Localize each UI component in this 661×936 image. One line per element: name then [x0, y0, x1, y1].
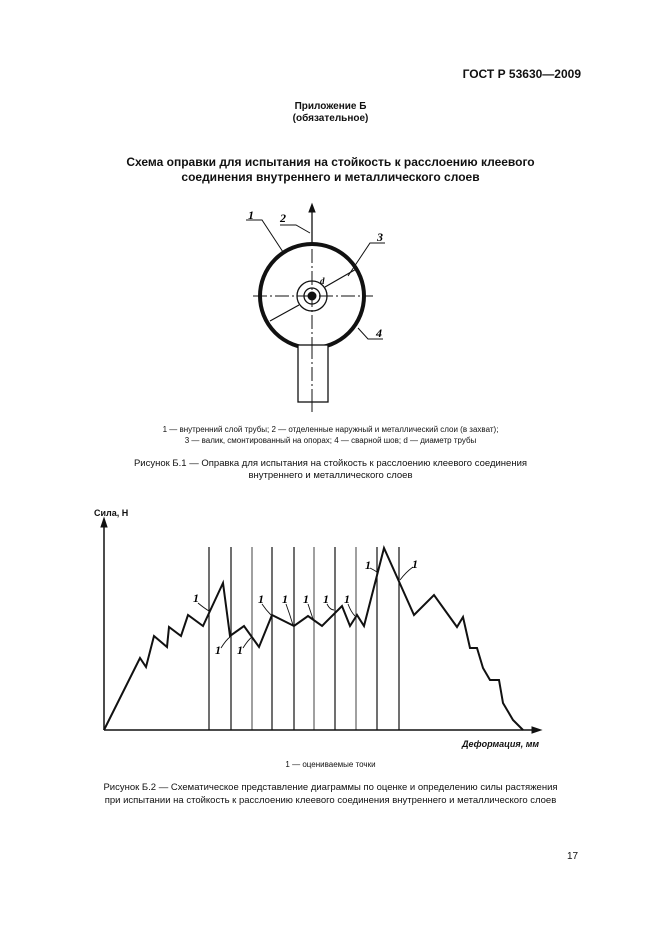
section-title-line-2: соединения внутреннего и металлического … — [181, 170, 480, 184]
diagram-label-d: d — [320, 276, 325, 286]
figure2-caption-line-1: Рисунок Б.2 — Схематическое представлени… — [103, 782, 558, 793]
x-axis-label: Деформация, мм — [462, 739, 540, 749]
point-label: 1 — [193, 591, 199, 605]
point-label: 1 — [237, 643, 243, 657]
section-title-line-1: Схема оправки для испытания на стойкость… — [126, 155, 535, 169]
appendix-status: (обязательное) — [292, 113, 369, 124]
y-axis-label: Сила, Н — [94, 508, 129, 518]
point-label: 1 — [344, 592, 350, 606]
evaluated-point-labels: 1 1 1 1 1 1 1 1 1 1 — [193, 557, 418, 657]
point-label: 1 — [412, 557, 418, 571]
point-label: 1 — [303, 592, 309, 606]
page-number: 17 — [567, 851, 579, 862]
figure2-caption-line-2: при испытании на стойкость к расслоению … — [104, 795, 557, 806]
appendix-title: Приложение Б — [294, 101, 367, 112]
diagram-label-2: 2 — [279, 211, 286, 225]
figure2-legend: 1 — оцениваемые точки — [285, 760, 376, 769]
diagram-label-1: 1 — [248, 208, 254, 222]
point-label: 1 — [323, 592, 329, 606]
point-label: 1 — [215, 643, 221, 657]
figure1-legend-line-2: 3 — валик, смонтированный на опорах; 4 —… — [184, 436, 477, 445]
diagram-label-3: 3 — [376, 230, 383, 244]
point-label: 1 — [365, 558, 371, 572]
mandrel-diagram — [246, 202, 385, 412]
point-label: 1 — [258, 592, 264, 606]
standard-number: ГОСТ Р 53630—2009 — [462, 67, 581, 81]
figure1-caption-line-2: внутреннего и металлического слоев — [248, 470, 413, 481]
figure1-legend-line-1: 1 — внутренний слой трубы; 2 — отделенны… — [162, 425, 499, 434]
diagram-label-4: 4 — [375, 326, 382, 340]
point-label: 1 — [282, 592, 288, 606]
figure1-caption-line-1: Рисунок Б.1 — Оправка для испытания на с… — [133, 458, 528, 469]
force-deformation-diagram — [100, 516, 543, 734]
